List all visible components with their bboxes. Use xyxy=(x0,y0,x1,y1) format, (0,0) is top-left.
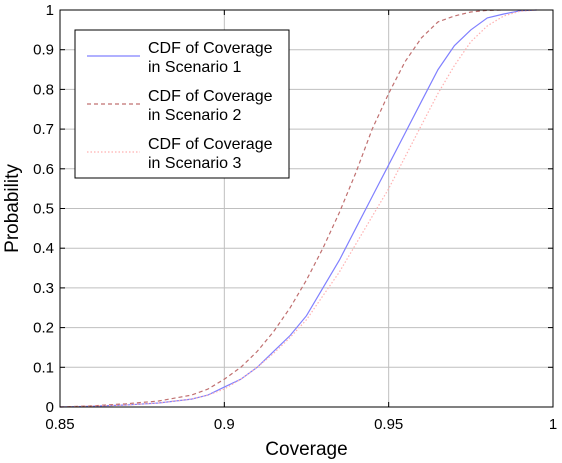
series-line-1 xyxy=(59,9,537,408)
legend-label-1-line1: CDF of Coverage xyxy=(148,40,273,57)
y-tick-label: 0 xyxy=(46,399,54,416)
y-tick-label: 0.2 xyxy=(33,320,54,337)
y-tick-label: 0.1 xyxy=(33,359,54,376)
legend-entry-1: CDF of Coverage in Scenario 1 xyxy=(87,40,273,76)
y-tick-label: 0.8 xyxy=(33,81,54,98)
series-line-3 xyxy=(59,9,537,408)
y-tick-label: 1 xyxy=(46,2,54,19)
y-tick-label: 0.5 xyxy=(33,201,54,218)
y-axis-ticks: 0 0.1 0.2 0.3 0.4 0.5 0.6 0.7 0.8 0.9 1 xyxy=(33,2,553,416)
x-tick-label: 0.95 xyxy=(374,416,403,433)
x-tick-label: 1 xyxy=(549,416,557,433)
y-tick-label: 0.4 xyxy=(33,240,54,257)
y-tick-label: 0.6 xyxy=(33,161,54,178)
legend-label-3-line1: CDF of Coverage xyxy=(148,136,273,153)
y-axis-title: Probability xyxy=(2,164,23,253)
x-tick-label: 0.85 xyxy=(45,416,74,433)
y-tick-label: 0.7 xyxy=(33,121,54,138)
legend-label-2-line2: in Scenario 2 xyxy=(148,107,241,124)
legend-entry-2: CDF of Coverage in Scenario 2 xyxy=(87,88,273,124)
legend-label-3-line2: in Scenario 3 xyxy=(148,155,241,172)
x-tick-label: 0.9 xyxy=(214,416,235,433)
legend-label-1-line2: in Scenario 1 xyxy=(148,59,241,76)
legend-label-2-line1: CDF of Coverage xyxy=(148,88,273,105)
x-axis-ticks: 0.85 0.9 0.95 1 xyxy=(45,10,557,433)
plot-lines xyxy=(59,9,537,408)
x-axis-title: Coverage xyxy=(265,439,347,460)
y-tick-label: 0.9 xyxy=(33,42,54,59)
series-line-2 xyxy=(59,9,504,408)
y-tick-label: 0.3 xyxy=(33,280,54,297)
legend: CDF of Coverage in Scenario 1 CDF of Cov… xyxy=(74,29,290,179)
legend-entry-3: CDF of Coverage in Scenario 3 xyxy=(87,136,273,172)
